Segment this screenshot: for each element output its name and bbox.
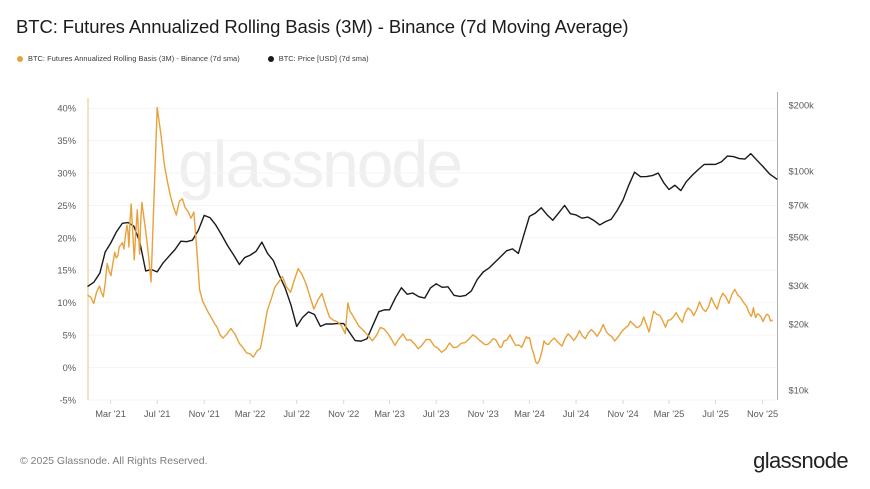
legend-item-label: BTC: Price [USD] (7d sma): [278, 54, 369, 63]
x-axis-tick-label: Mar '25: [654, 409, 685, 419]
left-axis-tick-label: -5%: [59, 395, 76, 405]
left-axis-tick-label: 10%: [57, 298, 76, 308]
x-axis-tick-label: Nov '24: [607, 409, 638, 419]
left-axis-tick-label: 15%: [57, 266, 76, 276]
right-axis-tick-label: $70k: [789, 200, 810, 210]
right-axis-tick-label: $50k: [789, 232, 810, 242]
x-axis-tick-label: Jul '24: [563, 409, 590, 419]
chart-plot-area[interactable]: 40% 35% 30% 25% 20% 15% 10% 5% 0% -5% $200k $100k $…: [0, 78, 870, 428]
x-axis-tick-label: Mar '21: [95, 409, 126, 419]
left-axis-tick-label: 25%: [57, 201, 76, 211]
right-axis-tick-label: $100k: [789, 167, 815, 177]
chart-svg: 40%35%30%25%20%15%10%5%0%-5% $200k$100k$…: [57, 92, 815, 419]
left-axis-tick-label: 40%: [57, 104, 76, 114]
x-axis-tick-label: Jul '25: [702, 409, 729, 419]
copyright-text: © 2025 Glassnode. All Rights Reserved.: [20, 455, 208, 467]
x-axis-tick-label: Mar '22: [235, 409, 266, 419]
legend-item-basis[interactable]: BTC: Futures Annualized Rolling Basis (3…: [17, 54, 240, 63]
x-axis-tick-label: Mar '23: [374, 409, 405, 419]
series-line-basis: [87, 106, 774, 365]
x-axis-tick-label: Nov '21: [189, 409, 220, 419]
x-axis-tick-label: Nov '25: [747, 409, 778, 419]
x-axis-tick-label: Jul '21: [144, 409, 171, 419]
x-axis-tick-label: Nov '22: [328, 409, 359, 419]
chart-legend: BTC: Futures Annualized Rolling Basis (3…: [17, 54, 369, 63]
legend-item-price[interactable]: BTC: Price [USD] (7d sma): [267, 54, 369, 63]
x-axis-ticks: Mar '21 Jul '21 Nov '21 Mar '22 Jul '22 Nov '…: [95, 400, 778, 419]
dot-icon: [267, 55, 274, 62]
series-line-price: [87, 152, 778, 342]
left-axis-tick-label: 20%: [57, 233, 76, 243]
dot-icon: [17, 55, 23, 62]
left-axis-tick-label: 0%: [63, 363, 76, 373]
left-axis-tick-label: 35%: [57, 136, 76, 146]
left-axis-ticks: 40% 35% 30% 25% 20% 15% 10% 5% 0% -5%: [57, 104, 76, 406]
left-axis-tick-label: 30%: [57, 168, 76, 178]
page-title: BTC: Futures Annualized Rolling Basis (3…: [16, 16, 629, 37]
x-axis-tick-label: Nov '23: [468, 409, 499, 419]
chart-gridlines: [88, 107, 778, 401]
chart-axis-lines: [87, 92, 778, 400]
glassnode-logo: glassnode: [753, 448, 849, 473]
chart-footer: © 2025 Glassnode. All Rights Reserved. g…: [0, 440, 870, 489]
right-axis-tick-label: $20k: [789, 320, 810, 330]
x-axis-tick-label: Jul '23: [423, 409, 450, 419]
right-axis-tick-label: $200k: [789, 101, 815, 111]
right-axis-tick-label: $10k: [789, 385, 810, 395]
right-axis-tick-label: $30k: [789, 281, 810, 291]
x-axis-tick-label: Mar '24: [514, 409, 545, 419]
x-axis-tick-label: Jul '22: [283, 409, 310, 419]
legend-item-label: BTC: Futures Annualized Rolling Basis (3…: [28, 54, 240, 63]
left-axis-tick-label: 5%: [63, 331, 76, 341]
right-axis-ticks: $200k $100k $70k $50k $30k $20k $10k: [789, 101, 815, 396]
